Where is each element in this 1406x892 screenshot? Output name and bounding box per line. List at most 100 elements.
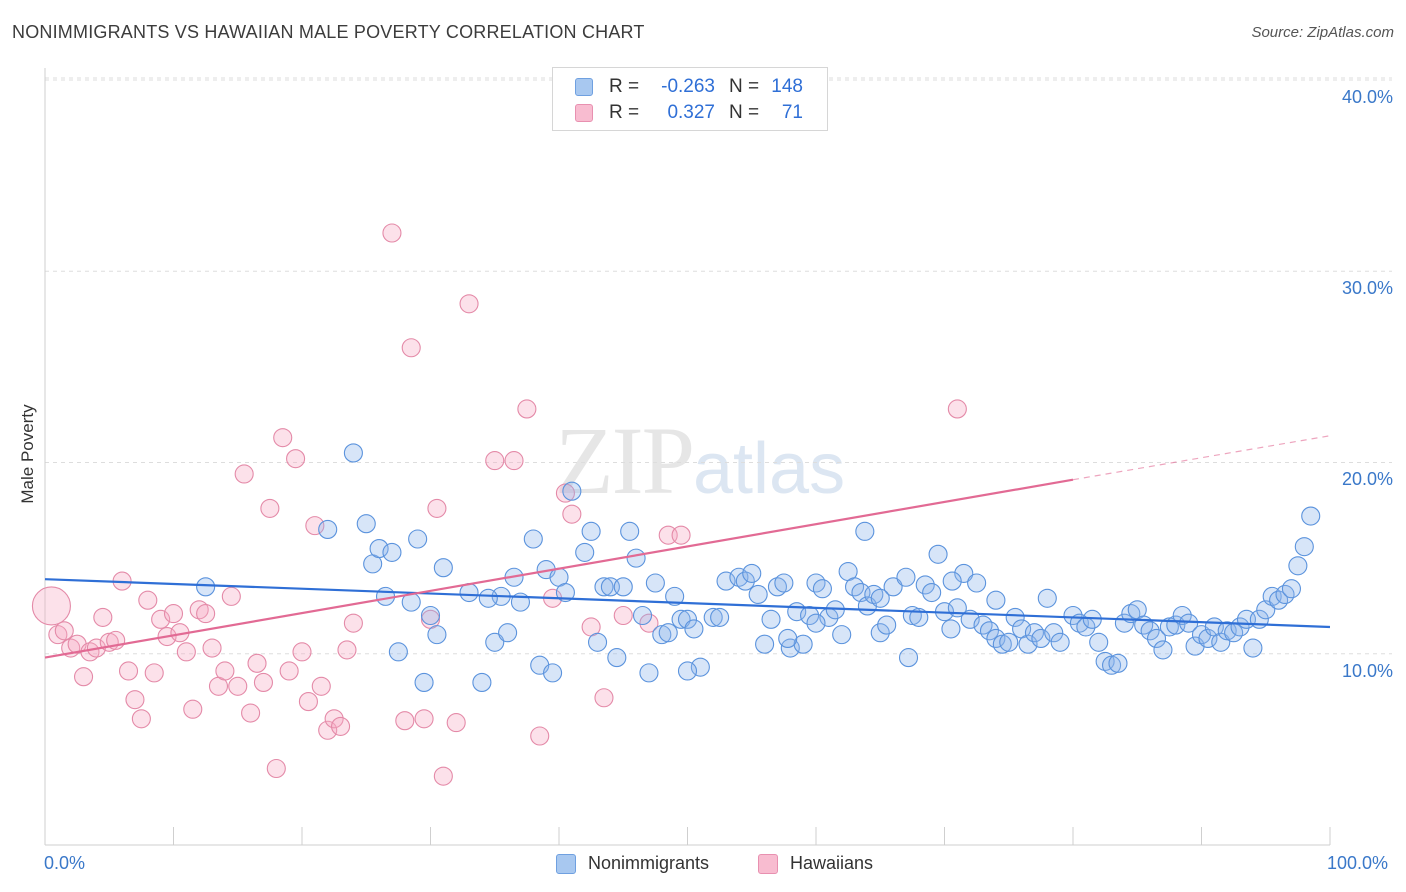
nonimmigrants-point [587,632,608,652]
series-label: Hawaiians [790,853,874,873]
nonimmigrants-point [954,563,974,583]
y-tick-label-40: 40.0% [1341,87,1393,107]
hawaiians-trendline [44,478,1074,659]
series-swatch-pink [758,854,778,874]
hawaiians-point [395,711,415,731]
nonimmigrants-point [498,623,518,643]
legend-r-value: -0.263 [661,76,715,97]
hawaiians-point [311,676,331,696]
hawaiians-point [504,451,524,471]
legend-n-value: 148 [771,76,803,97]
nonimmigrants-point [369,539,389,559]
hawaiians-point [163,604,184,624]
nonimmigrants-point [1089,632,1109,652]
nonimmigrants-point [620,521,640,541]
hawaiians-point [234,464,254,484]
legend-row-nonimmigrants: R = -0.263 N = 148 [553,74,827,100]
watermark-atlas: atlas [693,429,846,509]
legend-swatch-pink [575,104,593,122]
nonimmigrants-point [677,609,698,629]
hawaiians-point [151,609,171,629]
nonimmigrants-point [703,607,723,627]
nonimmigrants-point [986,590,1006,610]
nonimmigrants-point [748,584,768,605]
nonimmigrants-point [1301,506,1321,526]
nonimmigrants-point [581,521,601,541]
y-tick-label-10: 10.0% [1341,661,1393,681]
nonimmigrants-point [562,481,582,501]
hawaiians-point [202,638,222,658]
hawaiians-point [292,642,312,662]
hawaiians-point [221,586,241,606]
nonimmigrants-point [979,621,1000,641]
nonimmigrants-point [1031,628,1051,649]
nonimmigrants-point [665,586,685,606]
nonimmigrants-point [1044,623,1064,643]
hawaiians-point [183,699,203,719]
hawaiians-point [138,590,158,610]
hawaiians-point [176,642,196,662]
legend-n-value: 71 [781,102,803,123]
nonimmigrants-point [716,571,736,591]
hawaiians-points [31,223,967,786]
hawaiians-point [330,716,351,736]
trend-layer [44,435,1331,659]
nonimmigrants-point [671,609,691,629]
hawaiians-point [639,613,659,633]
hawaiians-point [427,498,447,518]
nonimmigrants-trendline [44,578,1331,629]
nonimmigrants-points [196,443,1321,692]
hawaiians-point [215,661,235,681]
nonimmigrants-point [677,661,698,681]
nonimmigrants-point [1159,617,1179,637]
nonimmigrants-point [742,563,762,583]
hawaiians-point [594,688,614,708]
nonimmigrants-point [594,577,614,597]
nonimmigrants-point [855,521,875,541]
nonimmigrants-point [196,577,216,597]
nonimmigrants-point [414,672,434,692]
watermark-zip: ZIP [555,407,695,514]
nonimmigrants-point [1108,653,1128,673]
nonimmigrants-point [388,642,408,662]
hawaiians-point [446,713,466,733]
nonimmigrants-point [1050,632,1070,652]
hawaiians-point [273,428,293,448]
series-label: Nonimmigrants [588,853,710,873]
hawaiians-point [144,663,164,683]
nonimmigrants-point [1146,628,1167,649]
nonimmigrants-point [433,558,453,578]
y-tick-label-30: 30.0% [1341,278,1393,298]
nonimmigrants-point [690,657,710,677]
nonimmigrants-point [427,625,447,645]
nonimmigrants-point [999,632,1019,652]
hawaiians-point [298,692,318,712]
nonimmigrants-point [485,632,505,652]
hawaiians-point [196,604,216,624]
hawaiians-point [93,607,113,627]
hawaiians-trendline-extension [1072,435,1331,481]
hawaiians-point [337,640,357,660]
hawaiians-point [241,703,261,723]
nonimmigrants-point [1102,655,1122,675]
nonimmigrants-point [343,443,363,463]
nonimmigrants-point [1243,638,1263,658]
nonimmigrants-point [1005,607,1025,627]
nonimmigrants-point [870,623,890,643]
nonimmigrants-point [575,542,595,562]
nonimmigrants-point [992,634,1012,654]
axis-layer [44,68,1331,846]
nonimmigrants-point [543,663,563,683]
hawaiians-point [125,690,145,710]
nonimmigrants-point [684,619,704,639]
hawaiians-point [343,613,363,633]
nonimmigrants-point [607,648,627,668]
hawaiians-point [671,525,691,545]
x-tick-label-100: 100.0% [1327,853,1389,873]
legend-r-label: R = [609,102,640,123]
hawaiians-point [305,516,325,536]
correlation-legend: R = -0.263 N = 148 R = 0.327 N = 71 [552,67,828,131]
nonimmigrants-point [883,577,903,597]
nonimmigrants-point [942,571,962,591]
hawaiians-point [947,399,967,419]
